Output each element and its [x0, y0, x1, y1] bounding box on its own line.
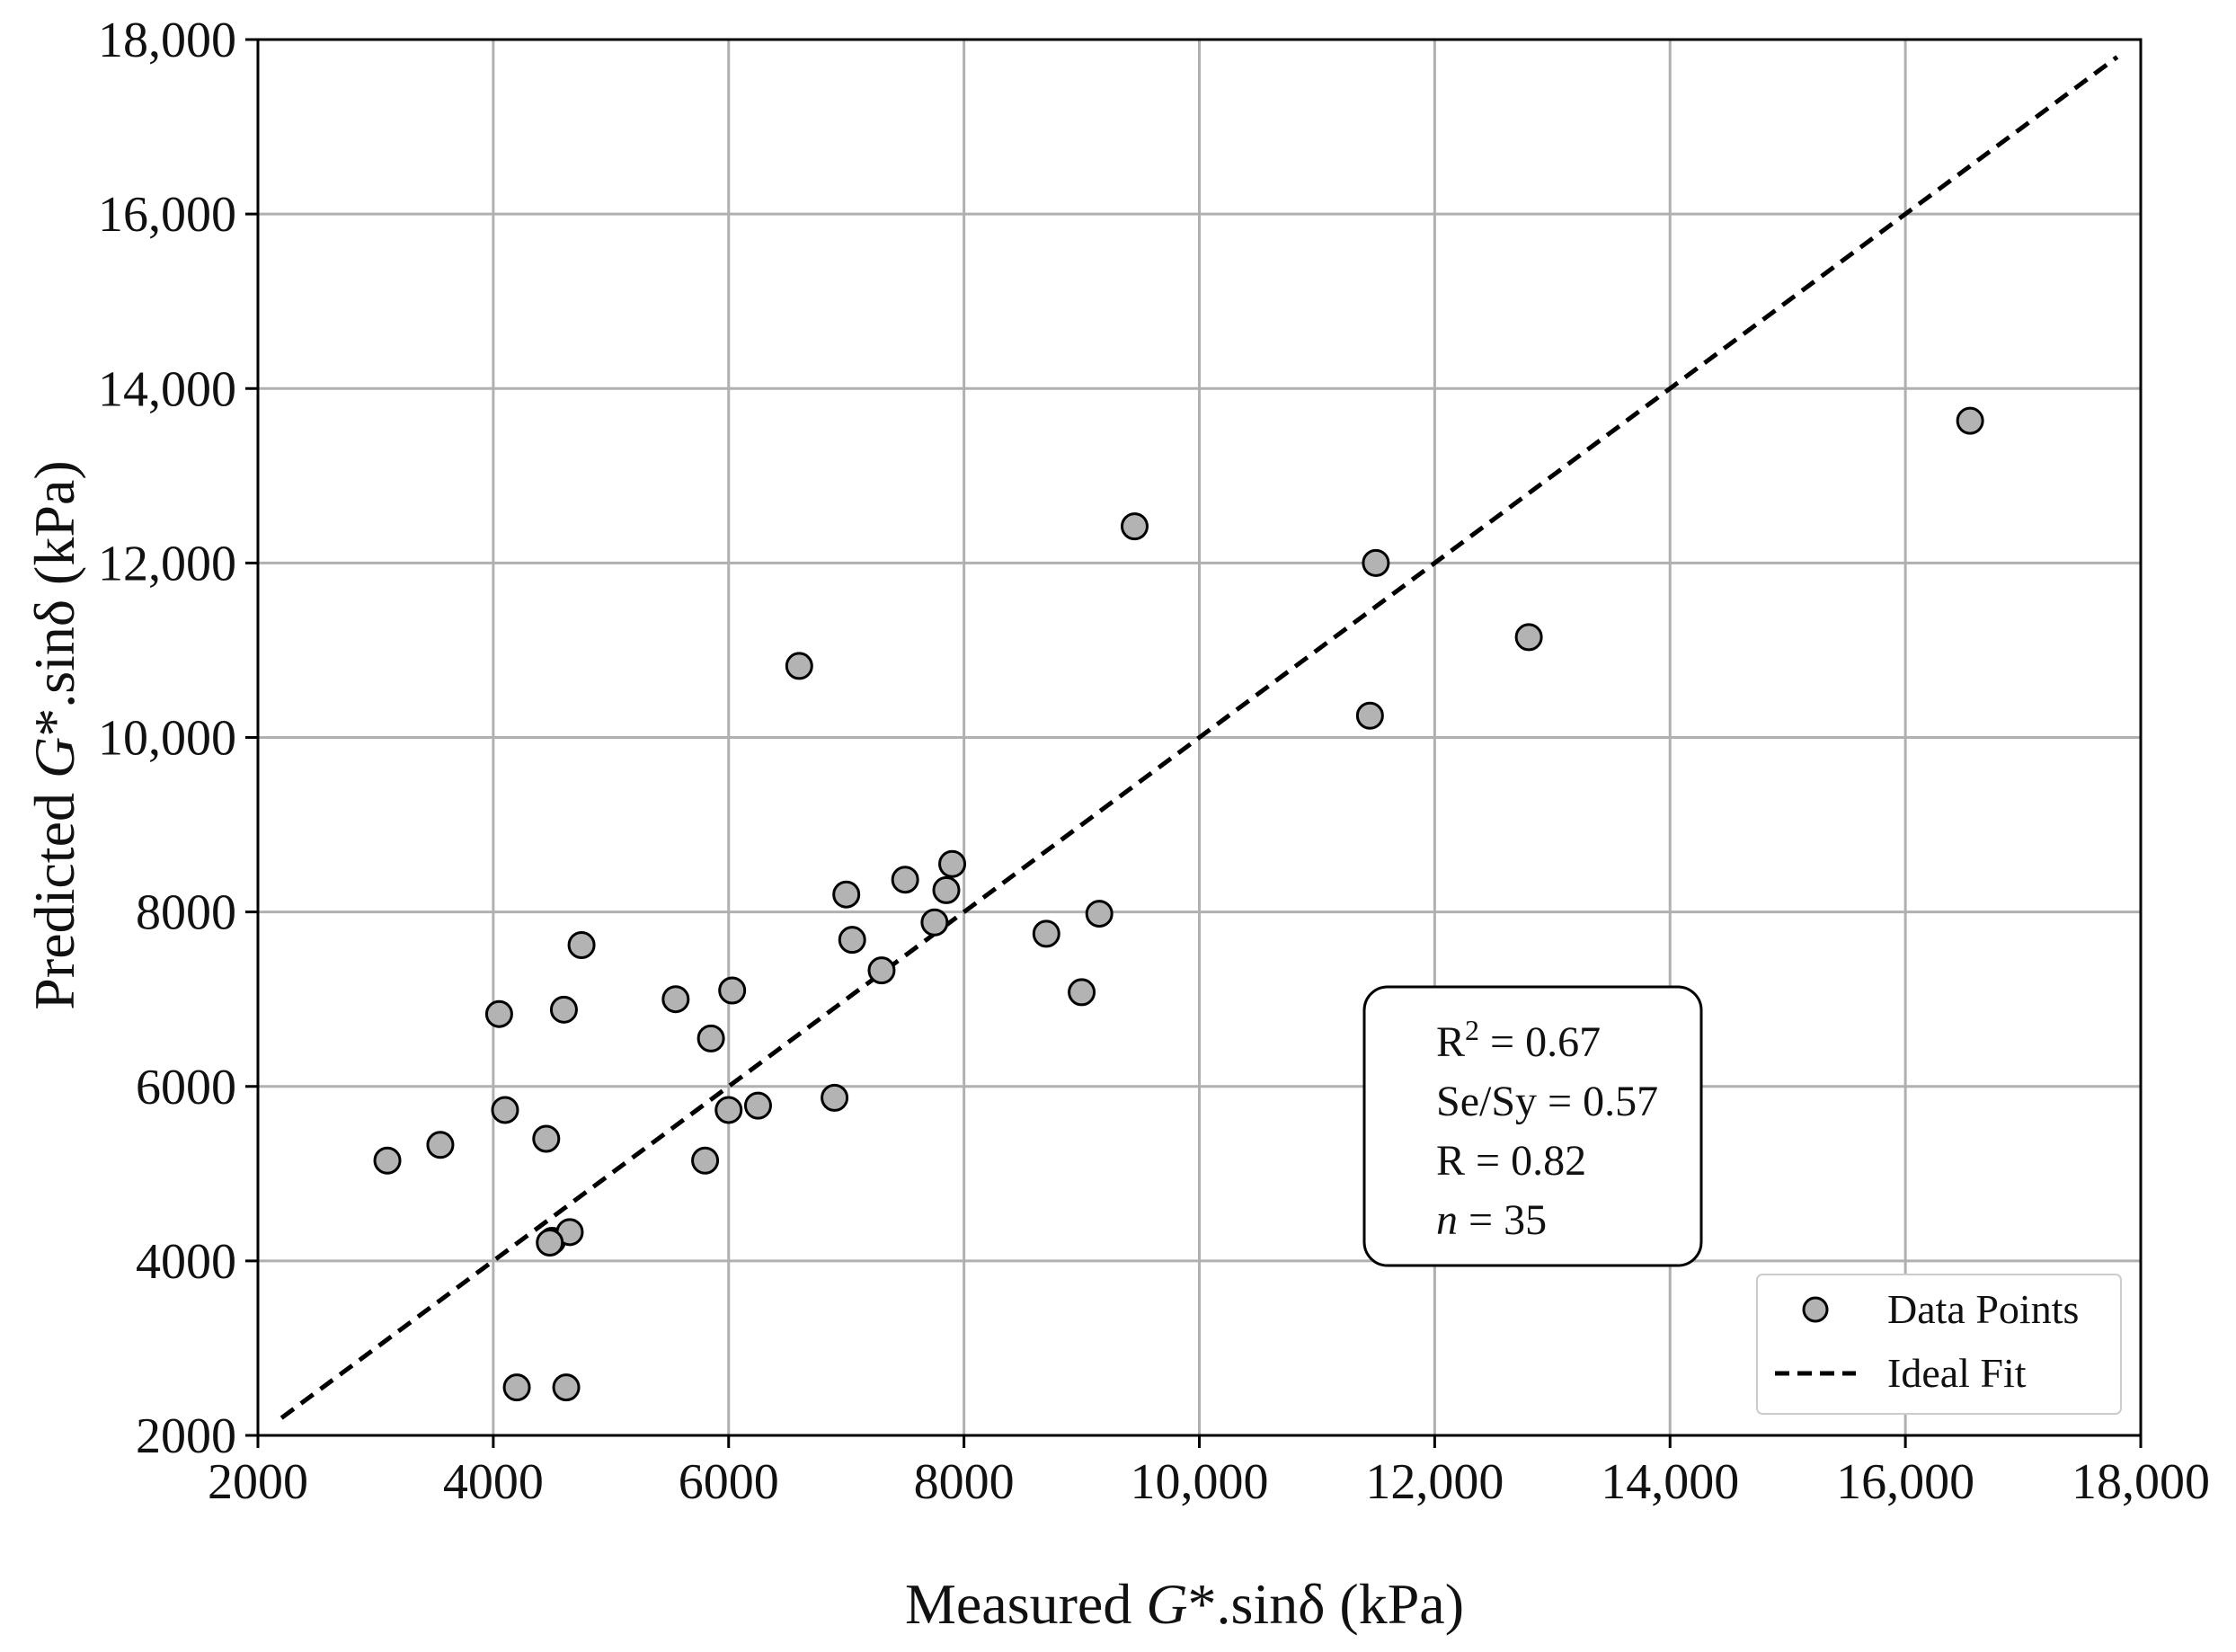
data-point	[838, 926, 866, 955]
data-point	[532, 1124, 561, 1153]
y-tick-label: 12,000	[98, 536, 236, 591]
legend-label-ideal-fit: Ideal Fit	[1887, 1350, 2027, 1396]
data-point	[491, 1096, 519, 1124]
data-point	[1362, 548, 1390, 577]
data-point	[743, 1091, 772, 1120]
x-tick-label: 8000	[914, 1454, 1015, 1510]
ideal-fit-layer	[280, 55, 2119, 1420]
data-point	[661, 985, 690, 1014]
data-point	[718, 976, 747, 1005]
data-point	[697, 1024, 725, 1052]
legend-frame	[1756, 1274, 2122, 1415]
data-point	[549, 995, 578, 1024]
data-point	[1514, 623, 1543, 652]
y-tick-label: 6000	[136, 1060, 236, 1115]
y-tick-label: 16,000	[98, 187, 236, 243]
stats-r: R = 0.82	[1436, 1137, 1586, 1185]
stats-box-frame	[1362, 985, 1703, 1267]
data-point	[714, 1096, 743, 1124]
legend-label-data-points: Data Points	[1887, 1286, 2079, 1332]
ideal-fit-line	[280, 55, 2119, 1420]
data-point	[691, 1146, 720, 1175]
data-point	[1120, 512, 1149, 541]
legend-marker-data-points	[1802, 1296, 1829, 1323]
data-point	[373, 1146, 402, 1175]
data-point	[785, 652, 813, 680]
data-point	[426, 1131, 455, 1159]
data-point	[484, 999, 513, 1028]
data-point	[1355, 701, 1384, 730]
data-point	[938, 849, 967, 878]
data-point	[1085, 900, 1114, 928]
data-point	[891, 866, 919, 894]
y-tick-label: 2000	[136, 1408, 236, 1464]
data-point	[821, 1083, 849, 1112]
y-axis-title: Predicted G*.sinδ (kPa)	[22, 460, 86, 1009]
data-point	[552, 1373, 581, 1402]
x-tick-label: 14,000	[1601, 1454, 1739, 1510]
x-tick-label: 12,000	[1365, 1454, 1504, 1510]
x-tick-label: 4000	[443, 1454, 544, 1510]
stats-se-sy: Se/Sy = 0.57	[1436, 1078, 1658, 1125]
y-tick-label: 10,000	[98, 711, 236, 767]
data-points	[373, 406, 1984, 1402]
x-tick-label: 2000	[208, 1454, 308, 1510]
data-point	[932, 875, 961, 904]
axis-ticks: 2000 4000 6000 8000 10,000 12,000 14,000 16,000…	[98, 13, 2210, 1510]
data-point	[1032, 919, 1060, 948]
stats-box: R2 = 0.67 Se/Sy = 0.57 R = 0.82 n = 35	[1362, 985, 1703, 1267]
y-tick-label: 4000	[136, 1234, 236, 1290]
y-tick-label: 8000	[136, 885, 236, 941]
stats-n: n = 35	[1436, 1196, 1547, 1244]
data-point	[920, 908, 949, 937]
data-point	[867, 956, 896, 985]
x-tick-label: 18,000	[2072, 1454, 2210, 1510]
data-point	[502, 1373, 531, 1402]
x-tick-label: 16,000	[1836, 1454, 1974, 1510]
y-tick-label: 14,000	[98, 361, 236, 417]
data-point	[832, 880, 861, 909]
x-tick-label: 10,000	[1131, 1454, 1269, 1510]
x-tick-label: 6000	[679, 1454, 779, 1510]
data-point	[1068, 978, 1096, 1007]
data-point	[1956, 406, 1984, 435]
legend: Data Points Ideal Fit	[1756, 1274, 2122, 1415]
x-axis-title: Measured G*.sinδ (kPa)	[905, 1572, 1464, 1636]
y-tick-label: 18,000	[98, 13, 236, 68]
data-point	[536, 1228, 564, 1257]
data-point	[567, 931, 596, 960]
stats-r2: R2 = 0.67	[1436, 1014, 1601, 1066]
